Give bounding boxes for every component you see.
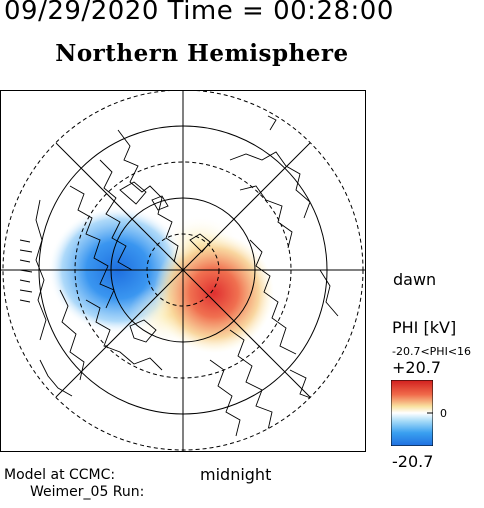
polar-potential-map <box>0 90 366 452</box>
dawn-positive-cell <box>154 233 274 353</box>
header-time: 00:28:00 <box>273 0 394 26</box>
potential-cells <box>48 206 274 353</box>
colorbar-zero-label: 0 <box>440 407 447 420</box>
map-title: Northern Hemisphere <box>55 40 349 67</box>
colorbar-quantity: PHI [kV] <box>392 318 457 337</box>
dawn-label: dawn <box>393 270 437 289</box>
colorbar-range: -20.7<PHI<16 <box>392 345 472 358</box>
colorbar-max-label: +20.7 <box>392 358 442 377</box>
midnight-label: midnight <box>200 465 272 484</box>
colorbar <box>391 380 433 446</box>
credit-run: Weimer_05 Run: <box>30 484 145 500</box>
polar-grid <box>0 90 366 452</box>
header-datetime: 09/29/2020 Time = 00:28:00 <box>4 0 394 26</box>
header-date: 09/29/2020 <box>4 0 159 26</box>
header-equals: = <box>242 0 265 26</box>
colorbar-min-label: -20.7 <box>392 452 434 471</box>
header-time-label: Time <box>167 0 234 26</box>
credit-model: Model at CCMC: <box>4 467 116 483</box>
meridian-diagonal-2 <box>55 142 311 398</box>
